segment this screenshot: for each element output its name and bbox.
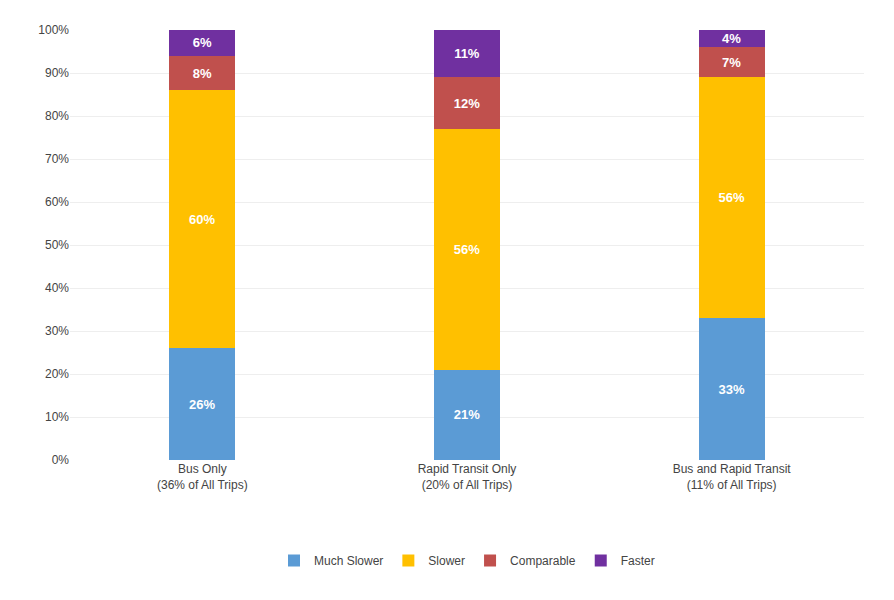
svg-text:Bus Only(36% of All Trips): Bus Only(36% of All Trips) <box>157 462 248 492</box>
svg-text:4%: 4% <box>722 31 741 46</box>
svg-text:90%: 90% <box>45 66 69 80</box>
svg-text:Much Slower: Much Slower <box>314 554 383 568</box>
svg-text:20%: 20% <box>45 367 69 381</box>
svg-text:6%: 6% <box>193 35 212 50</box>
svg-text:40%: 40% <box>45 281 69 295</box>
svg-text:7%: 7% <box>722 55 741 70</box>
svg-text:60%: 60% <box>45 195 69 209</box>
svg-text:11%: 11% <box>454 46 480 61</box>
svg-text:56%: 56% <box>454 242 480 257</box>
svg-text:12%: 12% <box>454 96 480 111</box>
svg-text:Slower: Slower <box>428 554 465 568</box>
svg-text:Faster: Faster <box>621 554 655 568</box>
svg-text:26%: 26% <box>189 397 215 412</box>
svg-text:21%: 21% <box>454 407 480 422</box>
svg-text:100%: 100% <box>38 23 69 37</box>
svg-text:50%: 50% <box>45 238 69 252</box>
svg-text:30%: 30% <box>45 324 69 338</box>
svg-text:60%: 60% <box>189 212 215 227</box>
svg-text:80%: 80% <box>45 109 69 123</box>
svg-text:Bus and Rapid Transit(11% of A: Bus and Rapid Transit(11% of All Trips) <box>673 462 792 492</box>
svg-text:Rapid Transit Only(20% of All: Rapid Transit Only(20% of All Trips) <box>418 462 517 492</box>
svg-text:0%: 0% <box>52 453 70 467</box>
svg-text:70%: 70% <box>45 152 69 166</box>
svg-text:10%: 10% <box>45 410 69 424</box>
svg-text:56%: 56% <box>718 190 744 205</box>
svg-text:33%: 33% <box>718 382 744 397</box>
svg-text:8%: 8% <box>193 66 212 81</box>
svg-text:Comparable: Comparable <box>510 554 576 568</box>
